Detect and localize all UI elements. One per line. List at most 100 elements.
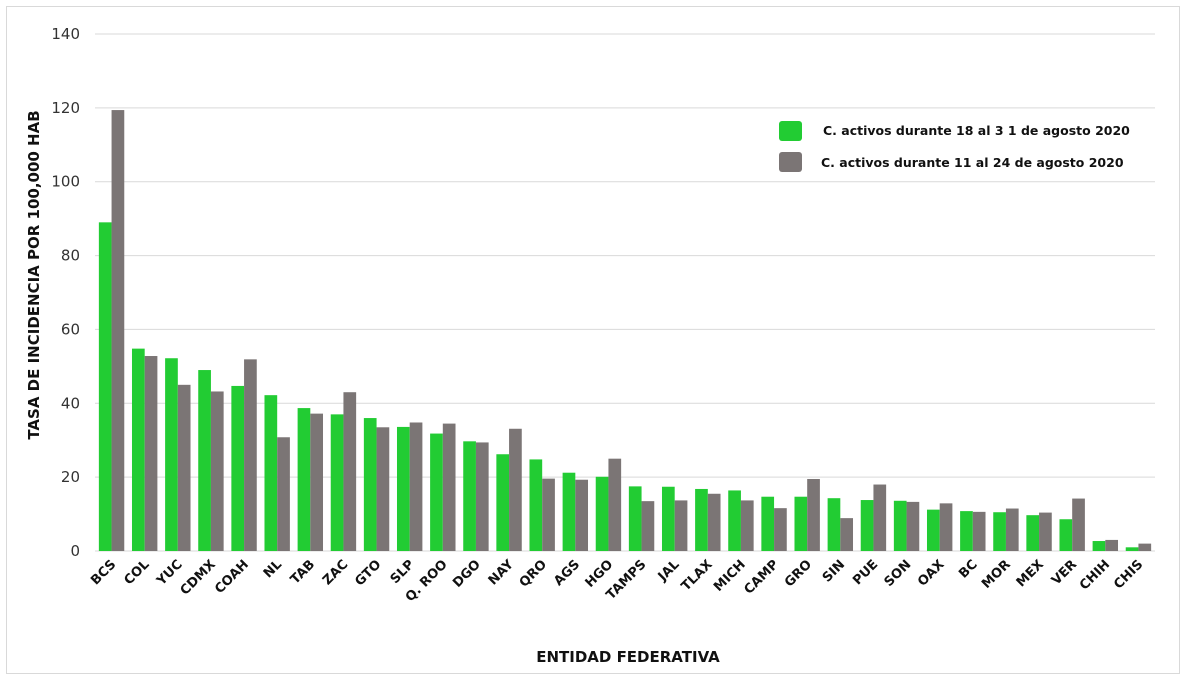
legend-swatch-series-2 <box>779 152 802 172</box>
x-tick-label: MOR <box>979 557 1014 592</box>
legend-label-series-1: C. activos durante 18 al 3 1 de agosto 2… <box>823 123 1130 138</box>
bar-nl-series-2 <box>277 437 290 551</box>
x-tick-label: BCS <box>88 557 119 588</box>
bar-yuc-series-1 <box>165 358 178 551</box>
bar-coah-series-2 <box>244 359 257 551</box>
x-tick-label: GRO <box>782 557 815 590</box>
bar-nl-series-1 <box>264 395 278 551</box>
bar-tamps-series-2 <box>641 501 655 551</box>
y-axis-ticks: 0 20 40 60 80 100 120 140 <box>51 25 80 560</box>
bar-gto-series-1 <box>363 418 377 551</box>
bar-qro-series-2 <box>542 478 555 551</box>
bar-ags-series-1 <box>562 472 576 551</box>
bar-bcs-series-1 <box>98 222 112 552</box>
bar-tlax-series-2 <box>707 493 721 551</box>
x-tick-label: CDMX <box>178 557 219 598</box>
bar-sin-series-1 <box>827 498 841 551</box>
bar-qro-series-1 <box>529 459 543 551</box>
x-tick-label: NL <box>261 557 285 581</box>
bar-nay-series-2 <box>509 428 522 551</box>
bar-chih-series-2 <box>1105 539 1119 551</box>
x-tick-label: SON <box>882 557 915 590</box>
bars <box>98 110 1152 552</box>
legend: C. activos durante 18 al 3 1 de agosto 2… <box>779 121 1130 172</box>
bar-chis-series-2 <box>1138 543 1152 551</box>
bar-zac-series-1 <box>330 414 344 551</box>
bar-slp-series-2 <box>409 422 423 551</box>
x-tick-label: CHIS <box>1111 557 1146 592</box>
bar-dgo-series-2 <box>475 442 489 551</box>
bar-jal-series-1 <box>661 486 675 551</box>
bar-camp-series-2 <box>774 508 787 551</box>
bar-sin-series-2 <box>840 518 854 551</box>
y-tick-label: 140 <box>51 25 80 43</box>
bar-qroo-series-2 <box>442 423 456 551</box>
x-tick-label: DGO <box>450 557 484 591</box>
x-tick-label: JAL <box>655 557 683 585</box>
bar-ver-series-2 <box>1072 498 1085 551</box>
x-tick-label: CHIH <box>1077 557 1113 593</box>
bar-dgo-series-1 <box>463 441 476 551</box>
bar-yuc-series-2 <box>177 384 191 551</box>
x-tick-label: TLAX <box>679 557 716 594</box>
x-tick-label: NAY <box>486 557 518 589</box>
x-tick-label: MEX <box>1014 557 1047 590</box>
bar-mich-series-1 <box>728 490 741 551</box>
x-tick-label: VER <box>1049 557 1080 588</box>
bar-gto-series-2 <box>376 427 390 551</box>
bar-camp-series-1 <box>761 496 775 551</box>
bar-jal-series-2 <box>674 500 688 551</box>
bar-mor-series-2 <box>1005 508 1019 551</box>
bar-gro-series-1 <box>794 496 808 551</box>
x-tick-label: PUE <box>850 557 881 588</box>
bar-cdmx-series-1 <box>198 370 211 551</box>
x-tick-label: QRO <box>517 557 550 590</box>
bar-col-series-1 <box>131 348 145 551</box>
x-tick-label: TAB <box>288 557 318 587</box>
x-tick-label: SIN <box>820 557 848 585</box>
x-tick-label: COL <box>121 557 152 588</box>
bar-bc-series-1 <box>960 511 973 551</box>
y-tick-label: 0 <box>70 542 80 560</box>
bar-cdmx-series-2 <box>210 391 224 551</box>
y-tick-label: 40 <box>61 394 80 412</box>
x-axis-title: ENTIDAD FEDERATIVA <box>536 648 720 666</box>
x-tick-label: BC <box>956 557 980 581</box>
bar-mex-series-1 <box>1026 515 1040 551</box>
bar-mex-series-2 <box>1039 512 1052 551</box>
bar-bcs-series-2 <box>111 110 125 551</box>
bar-bc-series-2 <box>972 511 986 551</box>
chart-frame <box>6 6 1180 674</box>
bar-son-series-1 <box>893 500 907 551</box>
bar-pue-series-1 <box>860 500 874 551</box>
bar-tab-series-1 <box>297 408 311 551</box>
x-tick-label: COAH <box>212 557 252 597</box>
bar-chis-series-1 <box>1125 547 1139 551</box>
bar-tamps-series-1 <box>628 486 642 551</box>
bar-hgo-series-2 <box>608 458 622 551</box>
bar-tab-series-2 <box>310 413 324 551</box>
y-tick-label: 120 <box>51 99 80 117</box>
x-tick-label: GTO <box>352 557 384 589</box>
bar-coah-series-1 <box>231 385 245 551</box>
x-tick-label: CAMP <box>742 557 782 597</box>
bar-tlax-series-1 <box>695 488 708 551</box>
y-tick-label: 20 <box>61 468 80 486</box>
bar-mor-series-1 <box>993 512 1006 551</box>
bar-oax-series-2 <box>939 503 953 551</box>
bar-mich-series-2 <box>740 500 754 551</box>
y-tick-label: 80 <box>61 247 80 265</box>
bar-hgo-series-1 <box>595 476 609 551</box>
bar-qroo-series-1 <box>430 433 443 551</box>
bar-nay-series-1 <box>496 454 510 551</box>
bar-ver-series-1 <box>1059 519 1073 551</box>
bar-gro-series-2 <box>807 478 820 551</box>
x-tick-label: AGS <box>551 557 583 589</box>
x-tick-label: OAX <box>915 557 947 589</box>
bar-pue-series-2 <box>873 484 887 551</box>
y-axis-title: TASA DE INCIDENCIA POR 100,000 HAB <box>25 110 43 439</box>
bar-zac-series-2 <box>343 392 357 551</box>
bar-slp-series-1 <box>396 426 410 551</box>
